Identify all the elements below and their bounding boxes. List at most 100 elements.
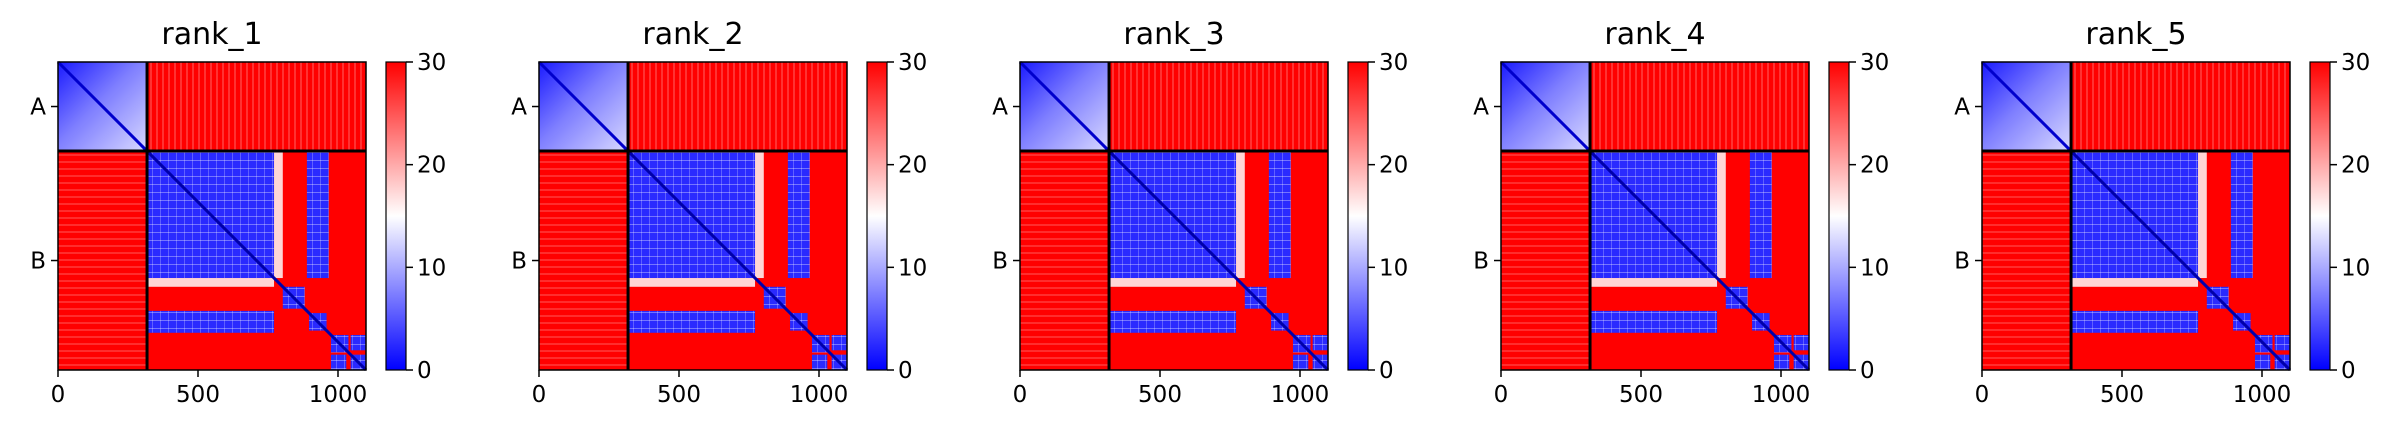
panel-1: rank_1 A B 0 500 1000 0 10 20 30 bbox=[30, 17, 446, 408]
colorbar-tick-label: 0 bbox=[1379, 358, 1394, 384]
heatmap-block-bb-8 bbox=[1312, 334, 1328, 351]
panel-title: rank_3 bbox=[1123, 17, 1224, 52]
heatmap-block-bb-1 bbox=[787, 151, 810, 279]
diagonal-bb bbox=[626, 149, 849, 372]
heatmap-block-bb-8 bbox=[350, 334, 366, 351]
heatmap-frame bbox=[538, 61, 848, 371]
diagonal-aa bbox=[1499, 60, 1592, 153]
heatmap-block-ab bbox=[2071, 62, 2290, 152]
x-tick-label: 1000 bbox=[1752, 382, 1811, 408]
diagonal-bb bbox=[1107, 149, 1330, 372]
diagonal-aa bbox=[56, 60, 149, 153]
x-tick-label: 1000 bbox=[309, 382, 368, 408]
panel-5: rank_5 A B 0 500 1000 0 10 20 30 bbox=[1954, 17, 2370, 408]
colorbar-tick-label: 10 bbox=[1860, 255, 1889, 281]
heatmap-block-bb-7 bbox=[2254, 354, 2271, 370]
colorbar bbox=[2309, 61, 2331, 371]
heatmap-block-bb-7 bbox=[1292, 354, 1309, 370]
colorbar bbox=[385, 61, 407, 371]
diagonal-bb bbox=[1588, 149, 1811, 372]
colorbar-tick-label: 20 bbox=[2341, 153, 2370, 179]
panel-title: rank_5 bbox=[2085, 17, 2186, 52]
heatmap-block-bb-1 bbox=[306, 151, 329, 279]
colorbar bbox=[1347, 61, 1369, 371]
x-tick-label: 0 bbox=[1494, 382, 1509, 408]
y-tick-label-B: B bbox=[992, 249, 1008, 275]
heatmap-block-bb-8 bbox=[2274, 334, 2290, 351]
x-tick-label: 1000 bbox=[1271, 382, 1330, 408]
heatmap-block-bb-1 bbox=[1268, 151, 1291, 279]
heatmap-block-bb-2 bbox=[2071, 310, 2199, 333]
heatmap-block-bb-7 bbox=[811, 354, 828, 370]
heatmap-block-ab bbox=[1109, 62, 1328, 152]
heatmap-frame bbox=[57, 61, 367, 371]
colorbar-tick-label: 30 bbox=[1379, 50, 1408, 76]
heatmap-block-bb-2 bbox=[628, 310, 756, 333]
x-tick-label: 500 bbox=[1619, 382, 1663, 408]
colorbar-tick-label: 30 bbox=[1860, 50, 1889, 76]
y-tick-label-A: A bbox=[30, 95, 46, 121]
y-tick-label-B: B bbox=[1473, 249, 1489, 275]
heatmap-edge-h bbox=[628, 278, 756, 287]
diagonal-bb bbox=[2069, 149, 2292, 372]
heatmap-edge-h bbox=[1109, 278, 1237, 287]
heatmap-edge-v bbox=[2198, 151, 2207, 279]
panel-title: rank_1 bbox=[161, 17, 262, 52]
heatmap-edge-v bbox=[1236, 151, 1245, 279]
x-tick-label: 500 bbox=[657, 382, 701, 408]
heatmap-edge-v bbox=[1717, 151, 1726, 279]
heatmap-edge-h bbox=[147, 278, 275, 287]
panel-2: rank_2 A B 0 500 1000 0 10 20 30 bbox=[511, 17, 927, 408]
x-tick-label: 500 bbox=[1138, 382, 1182, 408]
heatmap-block-bb-8 bbox=[1793, 334, 1809, 351]
diagonal-aa bbox=[1018, 60, 1111, 153]
colorbar-tick-label: 10 bbox=[898, 255, 927, 281]
y-tick-label-B: B bbox=[30, 249, 46, 275]
x-tick-label: 0 bbox=[532, 382, 547, 408]
heatmap-block-bb-2 bbox=[147, 310, 275, 333]
colorbar-tick-label: 30 bbox=[2341, 50, 2370, 76]
heatmap-edge-h bbox=[1590, 278, 1718, 287]
colorbar bbox=[866, 61, 888, 371]
heatmap-edge-h bbox=[2071, 278, 2199, 287]
heatmap-block-ab bbox=[1590, 62, 1809, 152]
colorbar-tick-label: 0 bbox=[2341, 358, 2356, 384]
heatmap-block-bb-2 bbox=[1590, 310, 1718, 333]
heatmap-frame bbox=[1019, 61, 1329, 371]
colorbar-tick-label: 30 bbox=[898, 50, 927, 76]
heatmap-edge-v bbox=[755, 151, 764, 279]
colorbar-tick-label: 20 bbox=[898, 153, 927, 179]
heatmap-edge-v bbox=[274, 151, 283, 279]
heatmap-block-bb-7 bbox=[330, 354, 347, 370]
colorbar-tick-label: 10 bbox=[2341, 255, 2370, 281]
x-tick-label: 500 bbox=[176, 382, 220, 408]
diagonal-aa bbox=[1980, 60, 2073, 153]
heatmap-frame bbox=[1500, 61, 1810, 371]
y-tick-label-B: B bbox=[511, 249, 527, 275]
colorbar-tick-label: 30 bbox=[417, 50, 446, 76]
x-tick-label: 0 bbox=[1013, 382, 1028, 408]
x-tick-label: 1000 bbox=[2233, 382, 2292, 408]
heatmap-block-ba bbox=[539, 151, 629, 370]
panel-3: rank_3 A B 0 500 1000 0 10 20 30 bbox=[992, 17, 1408, 408]
heatmap-block-bb-1 bbox=[2230, 151, 2253, 279]
colorbar-tick-label: 20 bbox=[1860, 153, 1889, 179]
heatmap-block-bb-7 bbox=[1773, 354, 1790, 370]
heatmap-block-bb-2 bbox=[1109, 310, 1237, 333]
colorbar-tick-label: 20 bbox=[1379, 153, 1408, 179]
x-tick-label: 0 bbox=[51, 382, 66, 408]
y-tick-label-B: B bbox=[1954, 249, 1970, 275]
panel-4: rank_4 A B 0 500 1000 0 10 20 30 bbox=[1473, 17, 1889, 408]
heatmap-block-ab bbox=[628, 62, 847, 152]
panel-title: rank_2 bbox=[642, 17, 743, 52]
y-tick-label-A: A bbox=[511, 95, 527, 121]
heatmap-block-ba bbox=[1020, 151, 1110, 370]
y-tick-label-A: A bbox=[1473, 95, 1489, 121]
panel-title: rank_4 bbox=[1604, 17, 1705, 52]
colorbar-tick-label: 0 bbox=[417, 358, 432, 384]
colorbar-tick-label: 10 bbox=[1379, 255, 1408, 281]
diagonal-aa bbox=[537, 60, 630, 153]
x-tick-label: 0 bbox=[1975, 382, 1990, 408]
heatmap-block-ab bbox=[147, 62, 366, 152]
